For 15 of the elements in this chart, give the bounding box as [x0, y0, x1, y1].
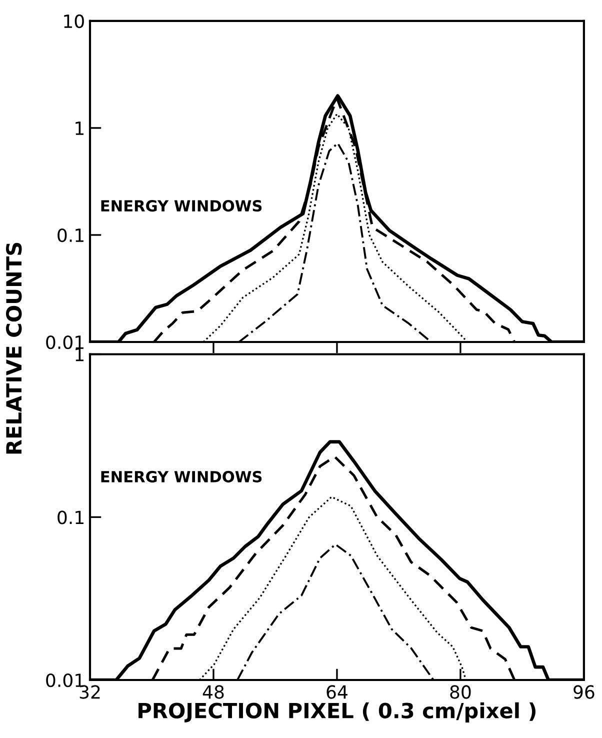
- x-axis-title: PROJECTION PIXEL ( 0.3 cm/pixel ): [138, 702, 536, 722]
- y-tick-label: 0.1: [58, 228, 84, 242]
- annotation: ENERGY WINDOWS: [101, 470, 262, 482]
- x-tick-label: 64: [326, 685, 348, 699]
- y-axis-title: RELATIVE COUNTS: [6, 242, 22, 454]
- x-tick-label: 32: [80, 685, 100, 699]
- y-tick-label: 1: [76, 122, 84, 135]
- y-tick-label: 10: [64, 14, 84, 28]
- annotation: ENERGY WINDOWS: [101, 200, 262, 212]
- y-tick-label: 0.01: [46, 335, 84, 350]
- y-tick-label: 0.1: [58, 510, 84, 524]
- x-tick-label: 80: [450, 685, 471, 699]
- y-tick-label: 0.01: [46, 673, 84, 688]
- x-tick-label: 48: [202, 685, 224, 699]
- x-tick-label: 96: [574, 685, 594, 699]
